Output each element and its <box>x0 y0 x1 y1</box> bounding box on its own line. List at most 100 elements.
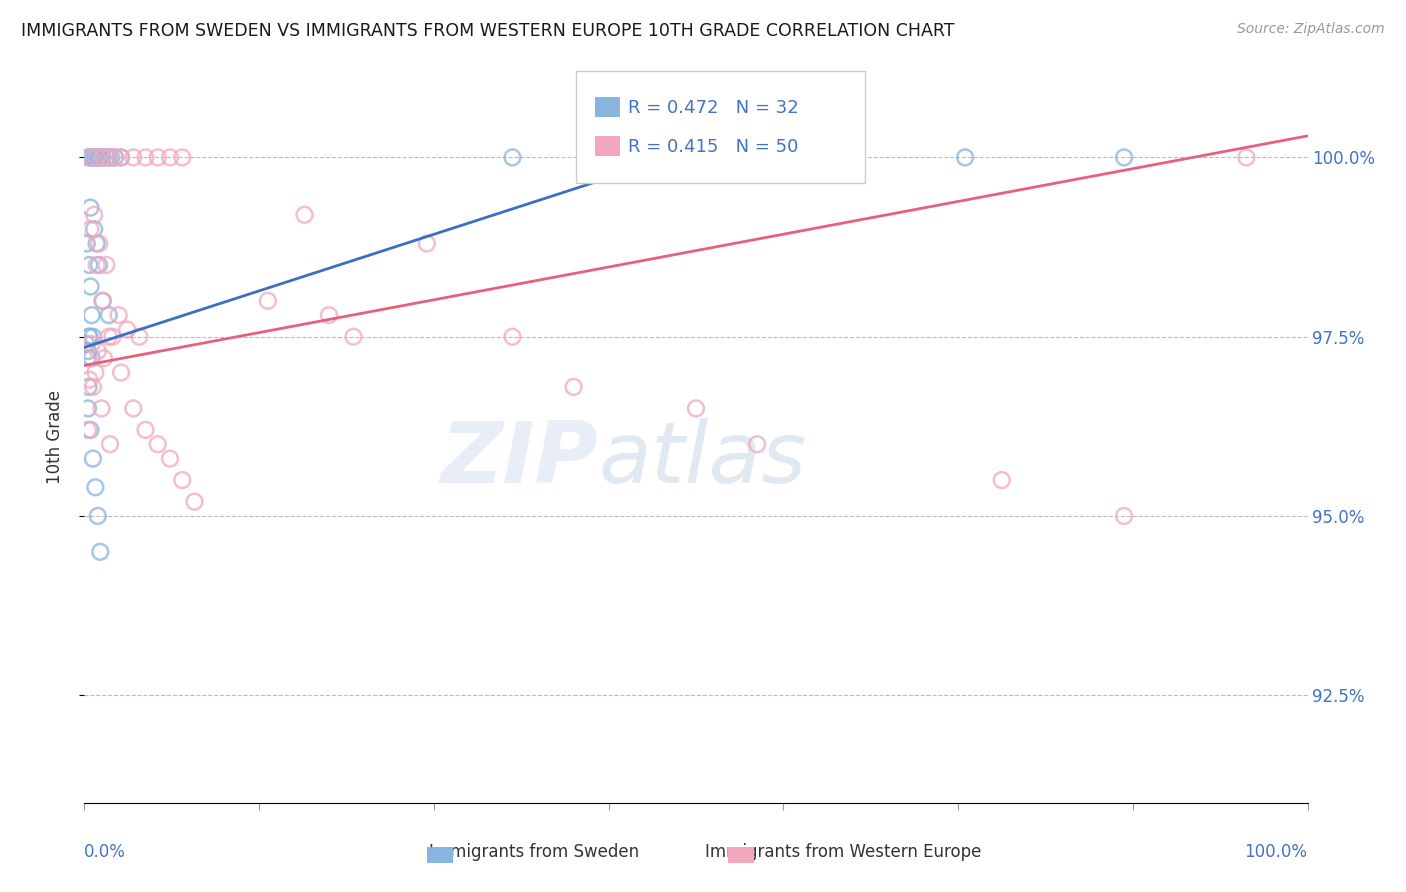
Point <box>115 322 138 336</box>
Point <box>104 150 127 164</box>
Point <box>86 150 108 164</box>
Point <box>128 329 150 343</box>
Point <box>96 258 118 272</box>
Point <box>77 423 100 437</box>
Point <box>91 293 114 308</box>
Point <box>89 150 111 164</box>
Point <box>97 329 120 343</box>
Point <box>183 494 205 508</box>
Point <box>991 473 1014 487</box>
Point <box>97 150 120 164</box>
Point <box>159 451 181 466</box>
Point <box>77 150 100 164</box>
Point <box>80 351 103 366</box>
Point <box>135 423 157 437</box>
Text: 0.0%: 0.0% <box>84 843 127 861</box>
Point <box>318 308 340 322</box>
Point <box>98 437 121 451</box>
Point <box>80 336 103 351</box>
Point <box>172 150 194 164</box>
Point <box>172 473 194 487</box>
Point <box>87 508 110 523</box>
Point <box>77 344 100 359</box>
Point <box>96 150 118 164</box>
Point <box>79 150 101 164</box>
Point <box>97 308 120 322</box>
Point <box>747 437 769 451</box>
Point <box>86 150 108 164</box>
Point <box>83 208 105 222</box>
Point <box>1236 150 1258 164</box>
Point <box>146 437 169 451</box>
Text: ZIP: ZIP <box>440 417 598 500</box>
Point <box>294 208 316 222</box>
Point <box>79 279 101 293</box>
Point <box>84 150 107 164</box>
Point <box>79 150 101 164</box>
Point <box>107 308 129 322</box>
Point <box>77 329 100 343</box>
Point <box>502 329 524 343</box>
Point <box>91 150 114 164</box>
Point <box>122 150 145 164</box>
Point <box>342 329 364 343</box>
Point <box>586 150 609 164</box>
Point <box>110 150 132 164</box>
Point <box>87 344 110 359</box>
Point <box>77 401 100 416</box>
Text: R = 0.415   N = 50: R = 0.415 N = 50 <box>628 138 799 156</box>
Point <box>91 293 114 308</box>
Point <box>1114 508 1136 523</box>
Point <box>661 150 683 164</box>
Point <box>831 150 853 164</box>
Point <box>82 451 104 466</box>
Point <box>76 351 98 366</box>
Point <box>1114 150 1136 164</box>
Point <box>104 150 127 164</box>
Point <box>110 150 132 164</box>
Text: Immigrants from Western Europe: Immigrants from Western Europe <box>706 843 981 861</box>
Point <box>87 258 110 272</box>
Point <box>79 222 101 236</box>
Text: R = 0.472   N = 32: R = 0.472 N = 32 <box>628 99 799 117</box>
Point <box>77 380 100 394</box>
Point <box>101 329 124 343</box>
Point <box>100 150 122 164</box>
Point <box>91 150 114 164</box>
Point <box>79 201 101 215</box>
Point <box>75 336 97 351</box>
Point <box>953 150 976 164</box>
Text: Source: ZipAtlas.com: Source: ZipAtlas.com <box>1237 22 1385 37</box>
Point <box>97 150 120 164</box>
Point <box>77 258 100 272</box>
Text: Immigrants from Sweden: Immigrants from Sweden <box>429 843 640 861</box>
Point <box>80 150 103 164</box>
Point <box>89 545 111 559</box>
Y-axis label: 10th Grade: 10th Grade <box>45 390 63 484</box>
Text: atlas: atlas <box>598 417 806 500</box>
Text: IMMIGRANTS FROM SWEDEN VS IMMIGRANTS FROM WESTERN EUROPE 10TH GRADE CORRELATION : IMMIGRANTS FROM SWEDEN VS IMMIGRANTS FRO… <box>21 22 955 40</box>
Point <box>685 401 707 416</box>
Point <box>84 480 107 494</box>
Point <box>83 150 105 164</box>
Point <box>90 401 112 416</box>
Point <box>80 308 103 322</box>
Point <box>86 258 108 272</box>
Point <box>416 236 439 251</box>
Point <box>146 150 169 164</box>
Point <box>135 150 157 164</box>
Point <box>502 150 524 164</box>
Point <box>93 351 115 366</box>
Point <box>110 366 132 380</box>
Point <box>77 373 100 387</box>
Point <box>87 150 110 164</box>
Point <box>87 150 110 164</box>
Point <box>747 150 769 164</box>
Text: 100.0%: 100.0% <box>1244 843 1308 861</box>
Point <box>87 236 110 251</box>
Point <box>84 366 107 380</box>
Point <box>257 293 280 308</box>
Point <box>122 401 145 416</box>
Point <box>82 329 104 343</box>
Point <box>159 150 181 164</box>
